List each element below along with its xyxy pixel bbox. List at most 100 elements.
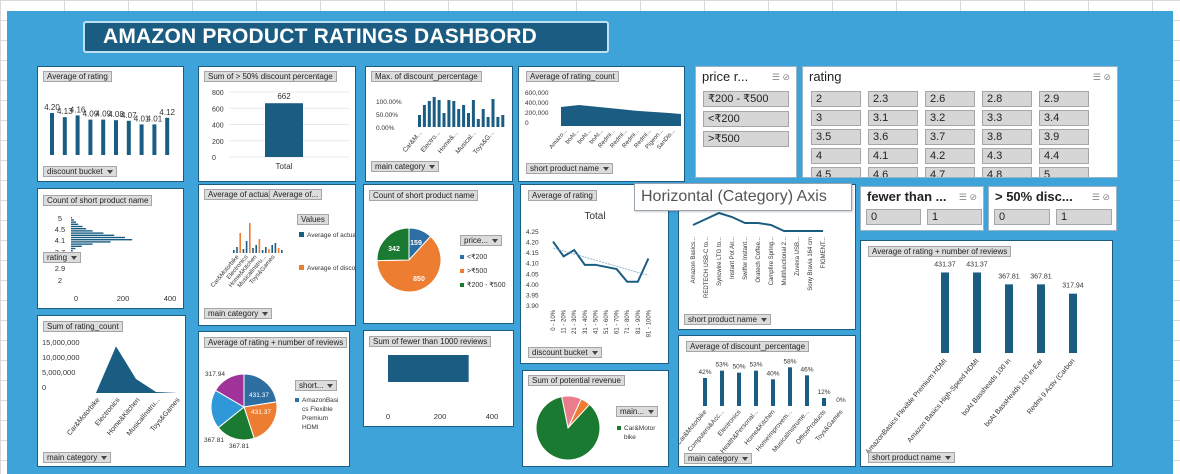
field-button[interactable]: Sum of potential revenue xyxy=(528,375,625,386)
field-button[interactable]: Sum of fewer than 1000 reviews xyxy=(369,336,492,347)
slicer-item[interactable]: 3.3 xyxy=(982,110,1032,126)
field-button[interactable]: Average of rating + number of reviews xyxy=(868,246,1012,257)
y-tick-label: 0.00% xyxy=(376,125,395,132)
avg-price-chart[interactable]: Average of actual... Average of... Car&M… xyxy=(198,184,356,326)
bar xyxy=(457,109,461,127)
sum-over-50-discount-chart[interactable]: Sum of > 50% discount percentage 800 600 4… xyxy=(198,66,356,182)
slicer-item[interactable]: 4.4 xyxy=(1039,148,1089,164)
slicer-item[interactable]: 2 xyxy=(811,91,861,107)
filter-button[interactable]: rating xyxy=(43,252,82,263)
slicer-item[interactable]: 3.2 xyxy=(925,110,975,126)
slicer-item[interactable]: 3.9 xyxy=(1039,129,1089,145)
filter-button[interactable]: discount bucket xyxy=(528,347,602,358)
max-discount-chart[interactable]: Max. of discount_percentage 100.00% 50.00… xyxy=(365,66,513,182)
bar xyxy=(822,398,826,406)
x-tick-label: 11 - 20% xyxy=(562,309,568,333)
axis-tooltip: Horizontal (Category) Axis xyxy=(634,183,852,211)
avg-rating-line-chart[interactable]: Average of rating Total 4.25 4.20 4.15 4.10 4… xyxy=(520,184,669,364)
slicer-item[interactable]: 4.6 xyxy=(868,167,918,177)
field-button[interactable]: Count of short product name xyxy=(369,190,479,201)
slicer-item[interactable]: 0 xyxy=(994,209,1050,225)
bar xyxy=(737,372,741,406)
filter-button[interactable]: main category xyxy=(684,453,753,464)
slicer-item[interactable]: 3 xyxy=(811,110,861,126)
filter-button[interactable]: price... xyxy=(460,235,503,246)
filter-clear-icon[interactable]: ☰ ⊘ xyxy=(1091,192,1110,202)
rating-slicer[interactable]: rating ☰ ⊘ 2 2.3 2.6 2.8 2.9 3 3.1 3.2 3.3 3.4 3.5… xyxy=(802,66,1118,178)
slicer-item[interactable]: 4.5 xyxy=(811,167,861,177)
slicer-item[interactable]: 5 xyxy=(1039,167,1089,177)
slicer-item[interactable]: 3.6 xyxy=(868,129,918,145)
avg-discount-chart[interactable]: Average of discount_percentage 42% 53% 50%… xyxy=(678,335,856,467)
filter-button[interactable]: short... xyxy=(295,380,338,391)
slicer-item[interactable]: 4.1 xyxy=(868,148,918,164)
rating-reviews-pie-chart[interactable]: Average of rating + number of reviews 43… xyxy=(198,331,350,467)
potential-revenue-pie-chart[interactable]: Sum of potential revenue Car&Motor bike m… xyxy=(522,370,669,467)
filter-button[interactable]: discount bucket xyxy=(43,166,117,177)
field-button[interactable]: Sum of > 50% discount percentage xyxy=(204,71,337,82)
legend-label: HDMI xyxy=(302,424,319,431)
slicer-item[interactable]: 0 xyxy=(866,209,921,225)
field-button[interactable]: Average of discount_percentage xyxy=(686,341,810,352)
field-button[interactable]: Count of short product name xyxy=(43,195,153,206)
slicer-item[interactable]: 4.3 xyxy=(982,148,1032,164)
field-button[interactable]: Average of... xyxy=(269,189,323,200)
count-by-price-pie-chart[interactable]: Count of short product name 159 850 342 <₹2… xyxy=(363,184,514,324)
field-button[interactable]: Average of rating_count xyxy=(526,71,619,82)
x-tick-label: Swiffer Instant... xyxy=(743,237,749,280)
filter-button[interactable]: main category xyxy=(43,452,112,463)
data-label: 662 xyxy=(277,92,291,101)
filter-clear-icon[interactable]: ☰ ⊘ xyxy=(958,192,977,202)
filter-button[interactable]: main category xyxy=(371,161,440,172)
field-button[interactable]: Average of rating xyxy=(528,190,597,201)
slicer-item[interactable]: 4.2 xyxy=(925,148,975,164)
sum-rating-count-area-chart[interactable]: Sum of rating_count 15,000,000 10,000,000… xyxy=(37,315,186,467)
filter-button[interactable]: main category xyxy=(204,308,273,319)
slicer-item[interactable]: 2.3 xyxy=(868,91,918,107)
filter-clear-icon[interactable]: ☰ ⊘ xyxy=(1092,72,1111,82)
data-label: 317.94 xyxy=(205,371,225,378)
x-tick-label: Sony Bravia 164 cm xyxy=(808,237,814,291)
slicer-item[interactable]: 3.8 xyxy=(982,129,1032,145)
filter-button[interactable]: short product name xyxy=(684,314,771,325)
bar xyxy=(242,249,245,253)
slicer-item[interactable]: 3.1 xyxy=(868,110,918,126)
field-button[interactable]: Average of rating + number of reviews xyxy=(204,337,348,348)
fewer-than-1000-reviews-chart[interactable]: Sum of fewer than 1000 reviews 0 200 400 xyxy=(363,330,514,427)
field-button[interactable]: Sum of rating_count xyxy=(43,321,123,332)
avg-rating-by-discount-chart[interactable]: Average of rating 4.20 4.13 4.16 4.09 4.09 4.… xyxy=(37,66,184,182)
bar xyxy=(788,367,792,406)
filter-button[interactable]: short product name xyxy=(868,452,955,463)
rating-reviews-by-product-chart[interactable]: Average of rating + number of reviews 43… xyxy=(860,240,1113,467)
data-label: 4.12 xyxy=(159,108,175,117)
legend-label: Car&Motor xyxy=(624,425,656,432)
slicer-item[interactable]: 4.8 xyxy=(982,167,1032,177)
slicer-item[interactable]: 2.8 xyxy=(982,91,1032,107)
slicer-item[interactable]: 2.9 xyxy=(1039,91,1089,107)
x-tick-label: Instant Pot Air... xyxy=(730,237,736,279)
slicer-item[interactable]: 3.7 xyxy=(925,129,975,145)
slicer-item[interactable]: ₹200 - ₹500 xyxy=(703,91,789,107)
filter-button[interactable]: short product name xyxy=(526,163,613,174)
avg-rating-count-chart[interactable]: Average of rating_count 600,000 400,000 20… xyxy=(518,66,685,182)
slicer-item[interactable]: 2.6 xyxy=(925,91,975,107)
slicer-item[interactable]: 1 xyxy=(1056,209,1112,225)
y-tick-label: 5 xyxy=(58,214,62,223)
slicer-item[interactable]: 1 xyxy=(927,209,982,225)
filter-button[interactable]: main... xyxy=(616,406,659,417)
filter-clear-icon[interactable]: ☰ ⊘ xyxy=(771,72,790,82)
field-button[interactable]: Max. of discount_percentage xyxy=(371,71,482,82)
slicer-item[interactable]: 4 xyxy=(811,148,861,164)
slicer-item[interactable]: <₹200 xyxy=(703,111,789,127)
data-label: 431.37 xyxy=(251,409,271,416)
count-by-rating-chart[interactable]: Count of short product name 54.54.13.72.… xyxy=(37,188,184,309)
slicer-item[interactable]: 3.4 xyxy=(1039,110,1089,126)
field-button[interactable]: Average of rating xyxy=(43,71,112,82)
price-range-slicer[interactable]: price r... ☰ ⊘ ₹200 - ₹500 <₹200 >₹500 xyxy=(695,66,797,178)
x-tick-label: 51 - 60% xyxy=(604,309,610,334)
slicer-item[interactable]: 3.5 xyxy=(811,129,861,145)
slicer-item[interactable]: 4.7 xyxy=(925,167,975,177)
slicer-item[interactable]: >₹500 xyxy=(703,131,789,147)
